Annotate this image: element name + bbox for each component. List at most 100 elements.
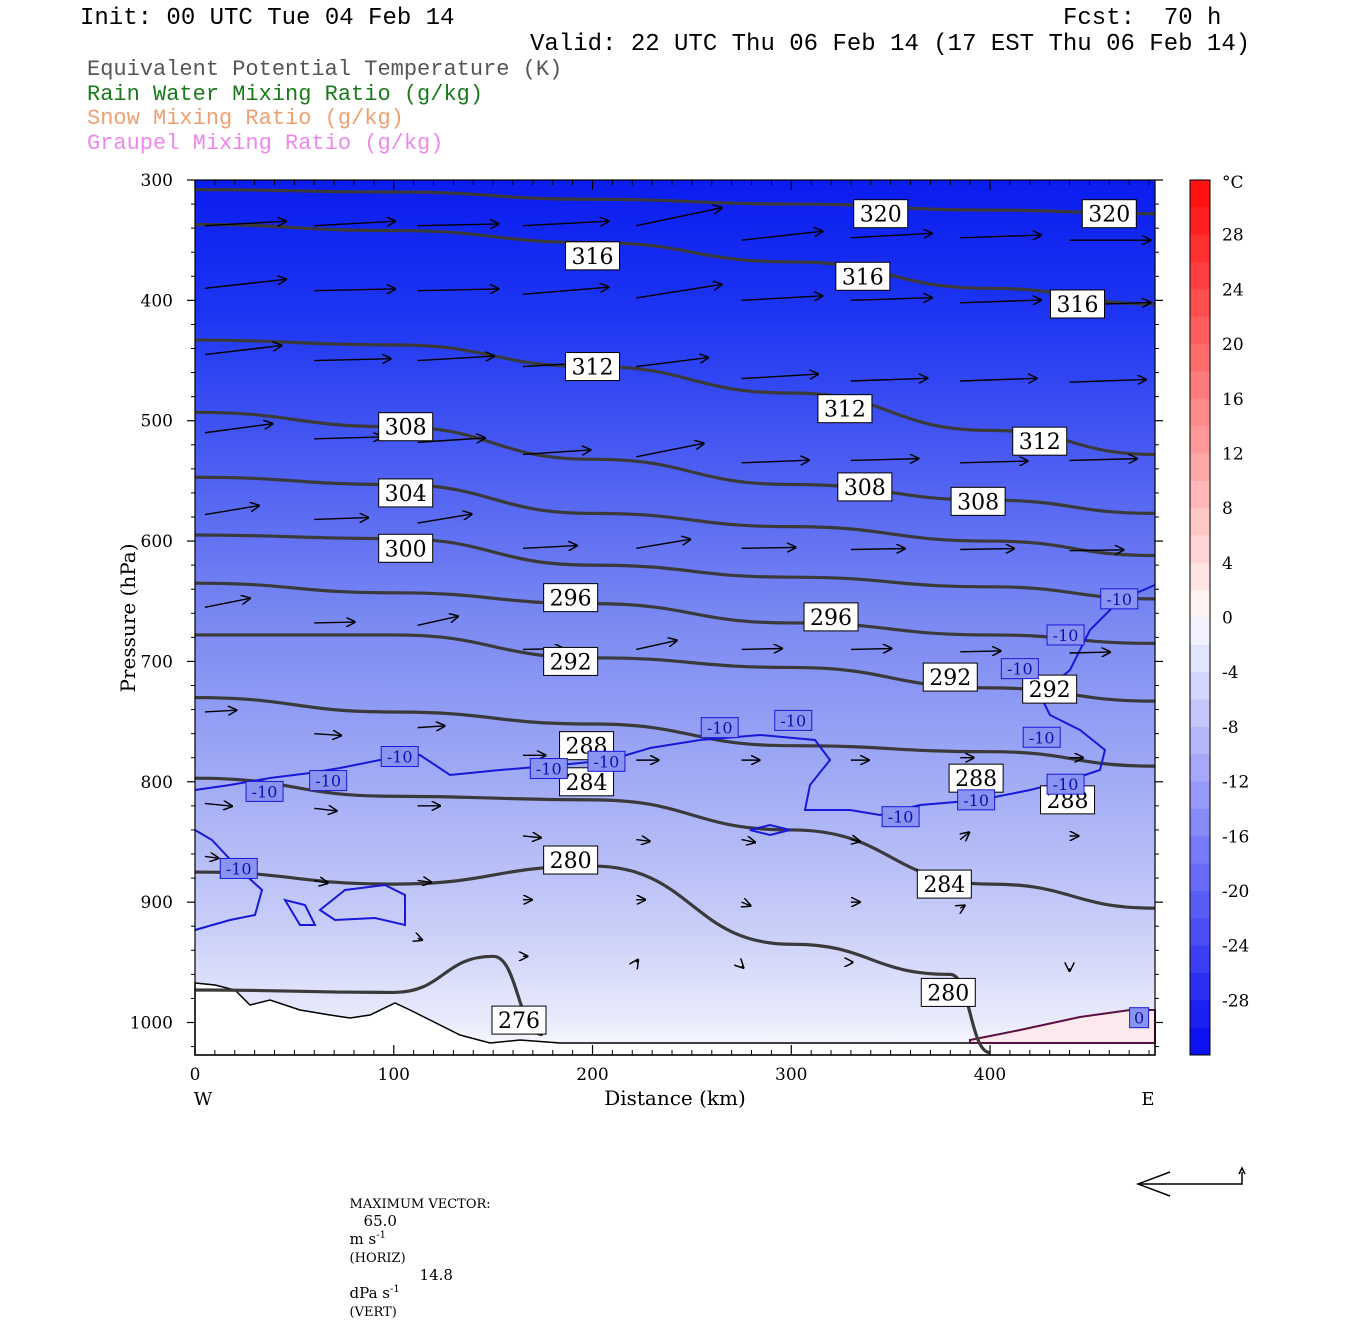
theta-e-label: 316: [572, 245, 614, 270]
wind-vector: [741, 374, 819, 379]
theta-e-contour-288: [194, 695, 1156, 768]
forecast-hour: Fcst: 70 h: [1063, 5, 1222, 32]
colorbar-tick-label: -4: [1222, 663, 1239, 683]
theta-e-label-box: [1081, 199, 1137, 229]
theta-e-label-box: [565, 352, 621, 382]
theta-e-label: 316: [1056, 293, 1098, 318]
colorbar-segment: [1190, 453, 1210, 482]
temperature-label-box: [587, 750, 626, 772]
colorbar-tick-label: -8: [1222, 718, 1239, 738]
theta-e-label: 280: [927, 981, 969, 1006]
theta-e-label-box: [378, 533, 434, 563]
theta-e-label-box: [853, 199, 909, 229]
theta-e-label-box: [543, 646, 599, 676]
wind-vector: [636, 960, 638, 963]
theta-e-contour-316: [194, 222, 1156, 306]
x-end-label-right: E: [1141, 1089, 1154, 1110]
wind-vector: [1069, 380, 1147, 383]
y-tick-label: 700: [141, 652, 173, 672]
theta-e-contour-284: [194, 776, 1156, 910]
wind-vector: [741, 648, 783, 649]
theta-e-label: 308: [385, 416, 427, 441]
wind-vector: [417, 514, 472, 524]
temperature-contour-line: [318, 883, 406, 927]
colorbar-tick-label: 8: [1222, 499, 1233, 519]
temperature-label-box: [774, 709, 813, 731]
wind-vector: [742, 966, 744, 968]
wind-vector: [204, 279, 286, 290]
theta-e-label-box: [950, 486, 1006, 516]
field-label-snow: Snow Mixing Ratio (g/kg): [87, 106, 404, 131]
colorbar-segment: [1190, 699, 1210, 728]
theta-e-label-box: [803, 602, 859, 632]
wind-vector: [741, 460, 810, 463]
temperature-label-box: [1129, 1007, 1150, 1029]
theta-e-label: 312: [824, 398, 866, 423]
y-tick-label: 1000: [130, 1014, 173, 1034]
wind-vector: [850, 298, 932, 301]
wind-vector: [960, 549, 1014, 550]
theta-e-label: 312: [572, 356, 614, 381]
wind-vector: [850, 378, 928, 381]
theta-e-label-box: [916, 869, 972, 899]
theta-e-label: 300: [385, 537, 427, 562]
colorbar-segment: [1190, 180, 1210, 208]
wind-vector: [741, 231, 823, 241]
theta-e-contour-280: [194, 864, 991, 1055]
theta-e-label: 292: [1029, 678, 1071, 703]
max-vector-vert-value: 14.8: [419, 1266, 453, 1284]
colorbar-segment: [1190, 672, 1210, 701]
wind-vector: [204, 424, 273, 434]
field-label-theta-e: Equivalent Potential Temperature (K): [87, 57, 563, 82]
theta-e-label: 292: [550, 650, 592, 675]
colorbar-segment: [1190, 562, 1210, 591]
wind-vector: [850, 233, 932, 238]
temperature-label-box: [1046, 773, 1085, 795]
wind-vector: [314, 808, 337, 811]
theta-e-label-box: [922, 662, 978, 692]
colorbar-segment: [1190, 590, 1210, 618]
theta-e-label-box: [378, 478, 434, 508]
theta-e-contour-296: [194, 581, 1156, 645]
wind-vector: [522, 287, 609, 296]
colorbar-tick-label: 28: [1222, 226, 1244, 246]
colorbar-segment: [1190, 535, 1210, 564]
colorbar: 28 24 20 16 12 8 4 0 -4 -8 -12 -16 -20 -24 -28: [1189, 179, 1249, 1056]
max-vector-horiz-value: 65.0: [363, 1212, 397, 1230]
y-tick-label: 400: [141, 291, 173, 311]
temperature-label: -10: [707, 719, 733, 738]
wind-vector: [204, 803, 232, 806]
y-tick-label: 300: [141, 171, 173, 191]
colorbar-segment: [1190, 781, 1210, 810]
colorbar-segment: [1190, 371, 1210, 400]
colorbar-tick-label: -20: [1222, 882, 1249, 902]
colorbar-segment: [1190, 972, 1210, 1001]
theta-e-label: 316: [842, 265, 884, 290]
max-vector-label: MAXIMUM VECTOR:: [349, 1197, 491, 1212]
y-tick-label: 600: [141, 532, 173, 552]
colorbar-tick-label: 12: [1222, 444, 1244, 464]
max-vector-horiz-exp: -1: [376, 1230, 386, 1241]
plot-background: [195, 180, 1155, 1055]
theta-e-label-box: [835, 261, 891, 291]
wind-vector: [960, 651, 1001, 652]
colorbar-segment: [1190, 207, 1210, 236]
wind-vector: [417, 616, 459, 627]
field-label-graupel: Graupel Mixing Ratio (g/kg): [87, 131, 444, 156]
wind-vector: [314, 880, 328, 883]
colorbar-tick-label: 0: [1222, 609, 1233, 629]
theta-e-contours: [194, 188, 1156, 1055]
y-tick-label: 800: [141, 773, 173, 793]
colorbar-unit: °C: [1222, 173, 1244, 193]
wind-vector: [204, 856, 219, 858]
wind-vector: [417, 880, 432, 882]
temperature-label: -10: [594, 752, 620, 771]
theta-e-contour-300: [194, 533, 1156, 601]
temperature-label-box: [1022, 726, 1061, 748]
max-vector-vert-unit: dPa s: [349, 1284, 390, 1302]
wind-vector: [960, 905, 965, 908]
x-tick-label: 0: [190, 1065, 201, 1085]
theta-e-contour-312: [194, 338, 1156, 457]
wind-vector: [314, 437, 382, 439]
wind-vector: [636, 840, 650, 842]
